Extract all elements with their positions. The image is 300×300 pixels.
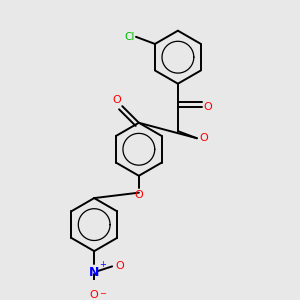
Text: O: O [134,190,143,200]
Text: O: O [204,102,213,112]
Text: O: O [90,290,99,300]
Text: O: O [116,261,124,272]
Text: N: N [89,266,99,279]
Text: O: O [112,95,121,105]
Text: O: O [199,133,208,143]
Text: Cl: Cl [124,32,135,42]
Text: +: + [99,260,106,269]
Text: −: − [99,290,106,298]
